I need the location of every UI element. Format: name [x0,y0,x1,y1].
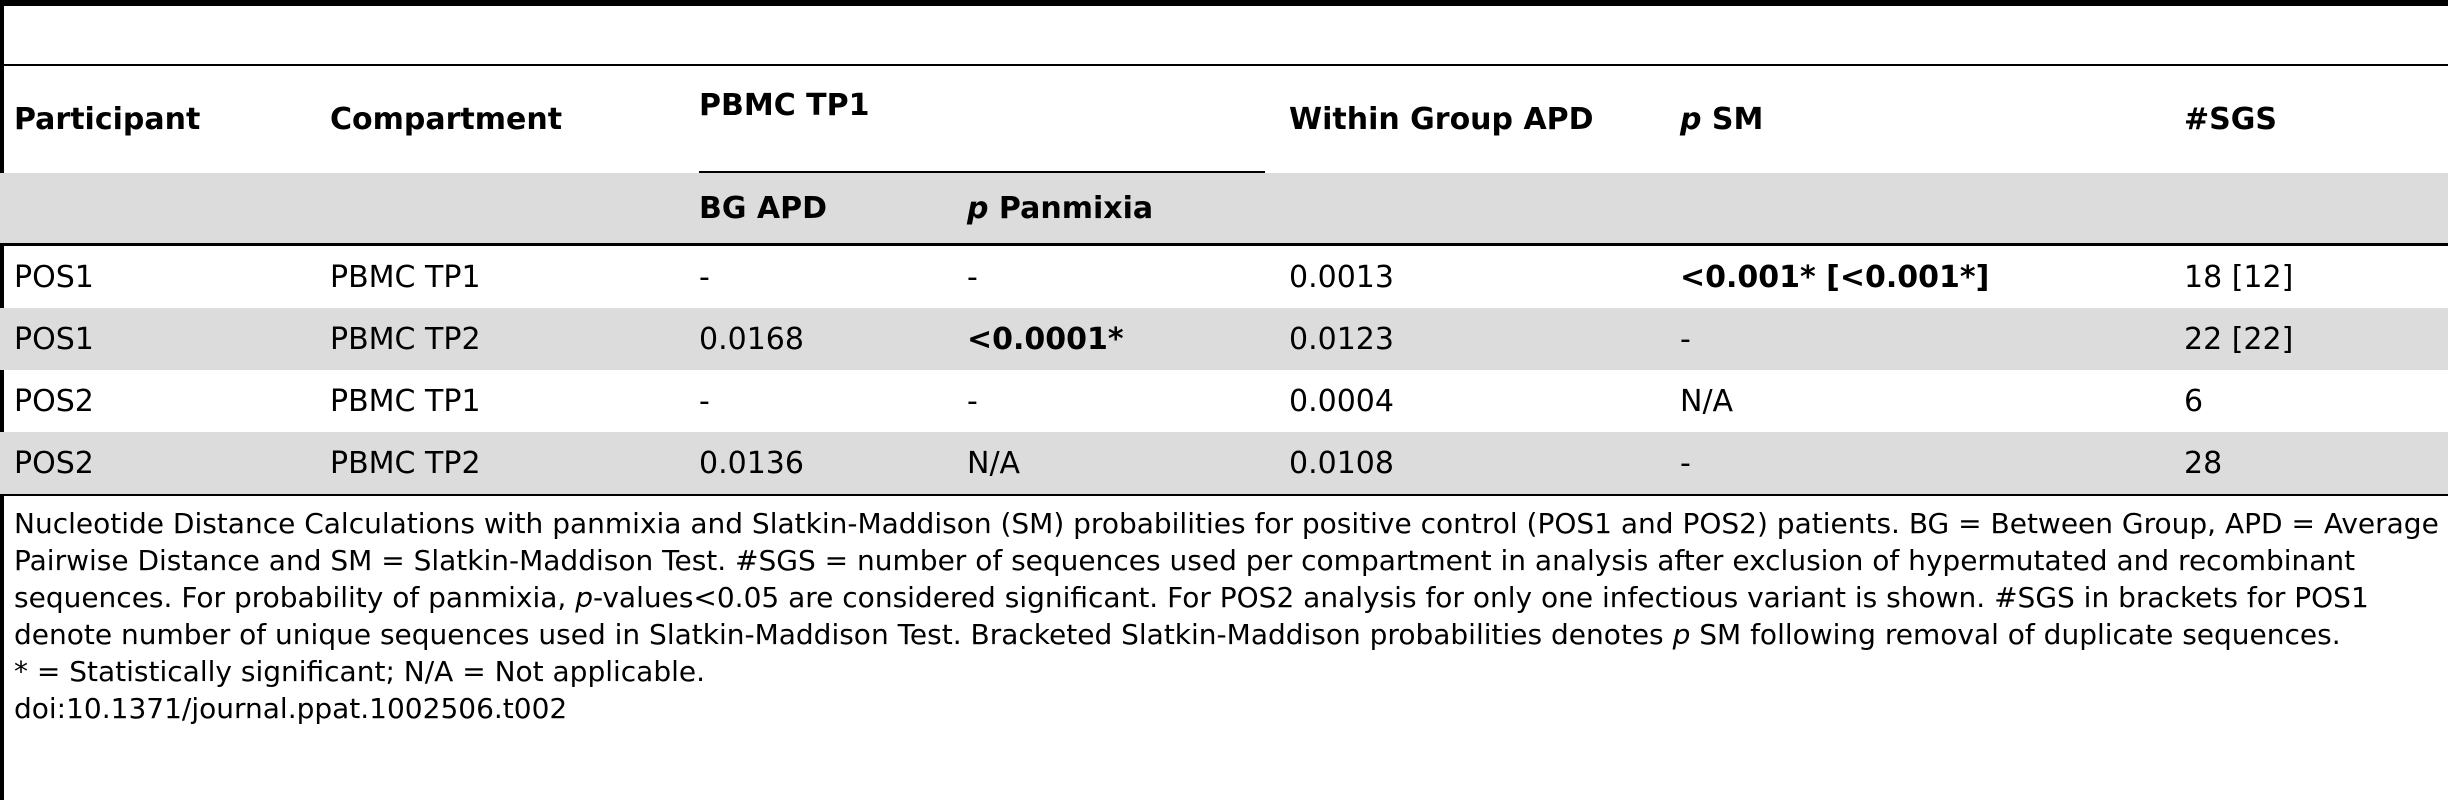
caption-part-3: SM following removal of duplicate sequen… [1690,618,2341,651]
cell-sgs: 18 [12] [2184,259,2294,295]
cell-sgs: 22 [22] [2170,308,2448,370]
cell-compartment: PBMC TP1 [330,383,481,419]
header-p-panmixia-label: Panmixia [988,190,1154,226]
caption-part-2: -values<0.05 are considered significant.… [14,581,2369,651]
header-empty-2 [316,173,685,245]
table-row: POS2 PBMC TP2 0.0136 N/A 0.0108 - 28 [0,432,2448,495]
cell-participant: POS2 [14,383,94,419]
cell-bg-apd: 0.0136 [685,432,953,495]
cell-within-apd: 0.0004 [1289,383,1394,419]
header-p-sm: p SM [1666,65,2170,173]
cell-p-sm: - [1666,308,2170,370]
caption-part-1: Nucleotide Distance Calculations with pa… [14,507,2439,614]
cell-p-sm: N/A [1680,383,1734,419]
header-row-1: Participant Compartment PBMC TP1 Within … [0,65,2448,173]
cell-sgs: 6 [2184,383,2204,419]
cell-p-panmixia: - [967,383,978,419]
cell-bg-apd: 0.0168 [685,308,953,370]
header-group-pbmc-tp1: PBMC TP1 [685,65,1275,173]
header-empty-4 [1666,173,2170,245]
table-footnote: * = Statistically significant; N/A = Not… [14,655,706,688]
cell-compartment: PBMC TP2 [316,432,685,495]
header-p-panmixia-italic: p [967,190,989,226]
table-left-rule [0,0,4,800]
data-table: Participant Compartment PBMC TP1 Within … [0,64,2448,496]
table-row: POS1 PBMC TP2 0.0168 <0.0001* 0.0123 - 2… [0,308,2448,370]
header-empty-5 [2170,173,2448,245]
cell-participant: POS1 [14,259,94,295]
table-top-rule [0,0,2448,6]
header-p-panmixia: p Panmixia [953,173,1275,245]
cell-p-panmixia: <0.0001* [953,308,1275,370]
caption-p-italic-1: p [575,581,593,614]
cell-p-sm: <0.001* [<0.001*] [1680,259,1990,295]
header-compartment: Compartment [330,102,563,137]
cell-participant: POS2 [0,432,316,495]
cell-within-apd: 0.0013 [1289,259,1394,295]
header-bg-apd: BG APD [685,173,953,245]
cell-within-apd: 0.0123 [1275,308,1666,370]
header-p-sm-italic: p [1680,102,1702,137]
header-within-group-apd: Within Group APD [1289,102,1594,137]
header-participant: Participant [14,102,201,137]
header-row-2: BG APD p Panmixia [0,173,2448,245]
cell-p-panmixia: N/A [953,432,1275,495]
cell-bg-apd: - [699,259,710,295]
doi-link[interactable]: doi:10.1371/journal.ppat.1002506.t002 [14,692,568,725]
group-underline [699,171,1265,173]
cell-compartment: PBMC TP1 [330,259,481,295]
header-empty-3 [1275,173,1666,245]
caption-p-italic-2: p [1672,618,1691,651]
header-sgs: #SGS [2184,102,2277,137]
table-row: POS2 PBMC TP1 - - 0.0004 N/A 6 [0,370,2448,432]
header-empty-1 [0,173,316,245]
cell-sgs: 28 [2170,432,2448,495]
table-row: POS1 PBMC TP1 - - 0.0013 <0.001* [<0.001… [0,245,2448,309]
cell-p-sm: - [1666,432,2170,495]
cell-p-panmixia: - [967,259,978,295]
header-group-label: PBMC TP1 [699,88,870,123]
header-p-sm-label: SM [1701,102,1764,137]
cell-compartment: PBMC TP2 [316,308,685,370]
cell-participant: POS1 [0,308,316,370]
table-notes: Nucleotide Distance Calculations with pa… [14,505,2444,727]
table-caption: Nucleotide Distance Calculations with pa… [14,505,2444,653]
cell-within-apd: 0.0108 [1275,432,1666,495]
cell-bg-apd: - [699,383,710,419]
